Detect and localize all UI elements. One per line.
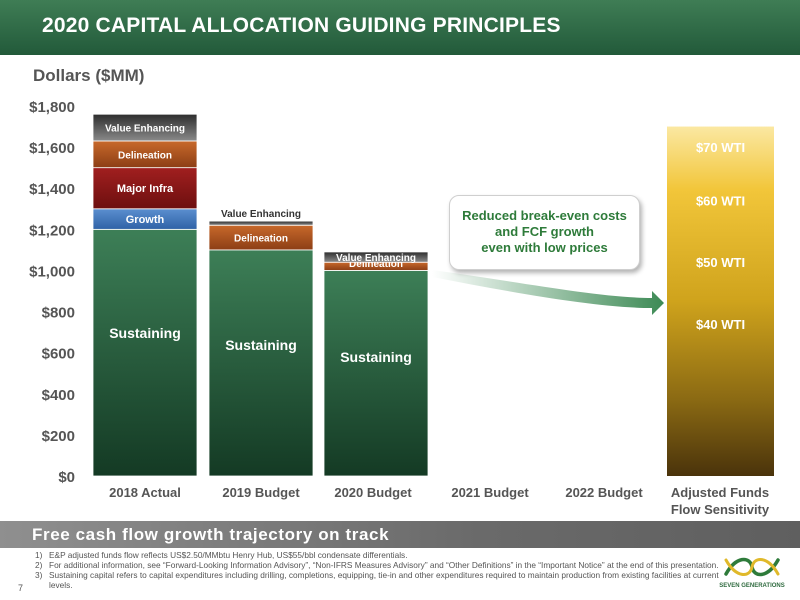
sensitivity-label: $60 WTI (696, 194, 745, 209)
x-tick-label: 2021 Budget (451, 485, 529, 500)
y-tick-label: $1,400 (29, 181, 75, 198)
y-tick-label: $1,000 (29, 263, 75, 280)
footnotes: 1) E&P adjusted funds flow reflects US$2… (35, 550, 725, 590)
bar-segment-value-enhancing (92, 113, 198, 142)
x-tick-label: 2022 Budget (565, 485, 643, 500)
y-axis-title: Dollars ($MM) (33, 66, 145, 85)
capital-allocation-chart: $0 $200 $400 $600 $800 $1,000 $1,200 $1,400 $1,6… (29, 99, 774, 517)
y-tick-label: $200 (42, 428, 75, 445)
sensitivity-label: $40 WTI (696, 317, 745, 332)
title-bar: 2020 CAPITAL ALLOCATION GUIDING PRINCIPL… (0, 0, 800, 55)
footnote: 2) For additional information, see “Forw… (35, 560, 725, 570)
company-logo: SEVEN GENERATIONS (716, 552, 788, 598)
logo-text: SEVEN GENERATIONS (719, 583, 785, 589)
footnote: 3) Sustaining capital refers to capital … (35, 570, 725, 590)
trend-arrow (432, 270, 664, 315)
bar-label: Value Enhancing (221, 209, 301, 220)
x-tick-label: 2020 Budget (334, 485, 412, 500)
callout-line-2: and FCF growth (495, 224, 594, 239)
page-title: 2020 CAPITAL ALLOCATION GUIDING PRINCIPL… (42, 14, 561, 37)
callout-line-3: even with low prices (481, 240, 608, 255)
y-tick-label: $1,800 (29, 99, 75, 116)
bar-segment-sustaining (208, 249, 314, 477)
y-tick-label: $400 (42, 387, 75, 404)
x-tick-label: Flow Sensitivity (671, 502, 770, 517)
x-tick-label: 2019 Budget (222, 485, 300, 500)
bar-label: Delineation (118, 150, 172, 161)
footnote-number: 2) (35, 560, 43, 570)
callout-line-1: Reduced break-even costs (462, 208, 627, 223)
bar-segment-major-infra (92, 167, 198, 210)
footnote-text: For additional information, see “Forward… (49, 560, 719, 570)
bar-label: Sustaining (109, 325, 181, 341)
callout-box: Reduced break-even costs and FCF growth … (449, 195, 640, 270)
x-tick-label: Adjusted Funds (671, 485, 769, 500)
bar-segment-value-enhancing (208, 220, 314, 226)
logo-mark-icon (724, 557, 780, 577)
bar-label: Growth (126, 214, 165, 226)
bar-label: Value Enhancing (336, 253, 416, 264)
sensitivity-label: $50 WTI (696, 255, 745, 270)
bar-label: Sustaining (225, 337, 297, 353)
footnote-number: 3) (35, 570, 43, 580)
y-tick-label: $1,200 (29, 222, 75, 239)
sensitivity-label: $70 WTI (696, 140, 745, 155)
footnote: 1) E&P adjusted funds flow reflects US$2… (35, 550, 725, 560)
sensitivity-bar (667, 126, 774, 477)
bar-label: Delineation (234, 234, 288, 245)
x-tick-label: 2018 Actual (109, 485, 181, 500)
bar-label: Delineation (349, 259, 403, 270)
bar-label: Sustaining (340, 349, 412, 365)
bar-label: Major Infra (117, 183, 174, 195)
footnote-number: 1) (35, 550, 43, 560)
y-tick-label: $800 (42, 305, 75, 322)
y-tick-label: $1,600 (29, 140, 75, 157)
callout-text: Reduced break-even costs and FCF growth … (450, 208, 639, 256)
bar-segment-value-enhancing (323, 251, 429, 263)
y-tick-label: $600 (42, 346, 75, 363)
footnote-text: Sustaining capital refers to capital exp… (49, 570, 719, 590)
bar-segment-sustaining (323, 270, 429, 477)
y-tick-label: $0 (58, 469, 75, 486)
summary-banner: Free cash flow growth trajectory on trac… (0, 521, 800, 548)
banner-text: Free cash flow growth trajectory on trac… (32, 525, 390, 544)
bar-segment-sustaining (92, 228, 198, 477)
page-number: 7 (18, 583, 24, 593)
footnote-text: E&P adjusted funds flow reflects US$2.50… (49, 550, 408, 560)
bar-segment-delineation (208, 224, 314, 251)
bar-label: Value Enhancing (105, 124, 185, 135)
